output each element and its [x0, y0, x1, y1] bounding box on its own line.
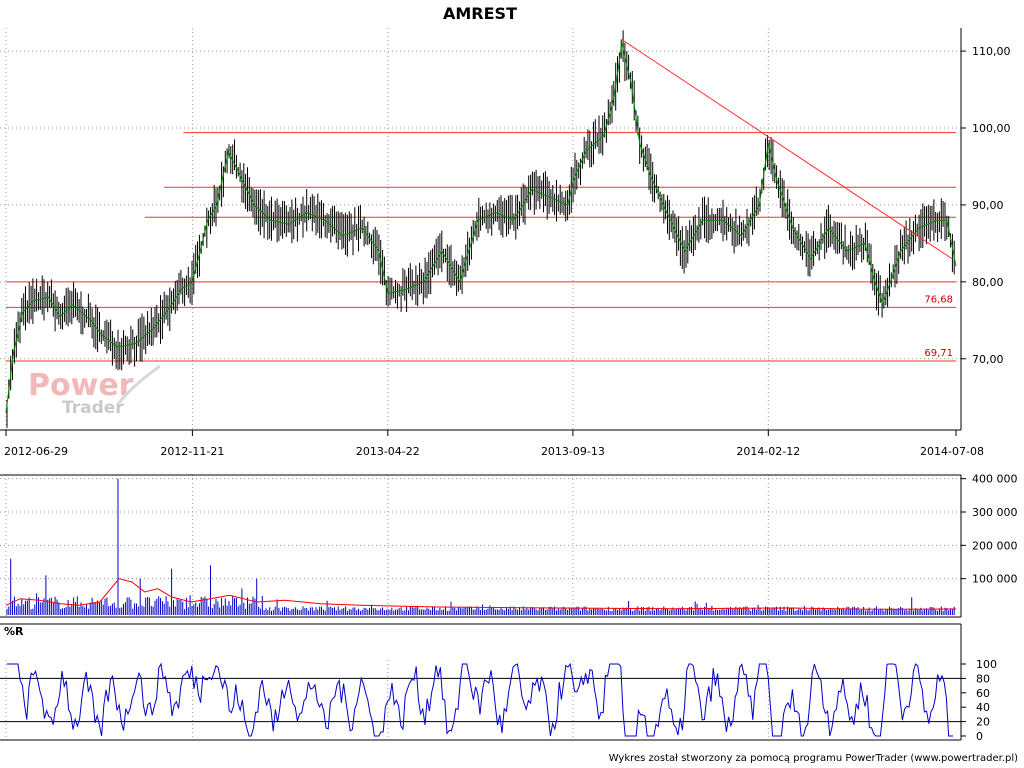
level-label: 76,68: [924, 294, 953, 305]
footer-credit: Wykres został stworzony za pomocą progra…: [609, 753, 1018, 764]
volume-average-line: [5, 578, 957, 610]
support-resistance-levels: 76,68 69,71: [6, 132, 956, 362]
chart-title: AMREST: [443, 4, 517, 23]
price-y-axis: 110,00 100,00 90,00 80,00 70,00: [961, 45, 1011, 366]
date-tick-label: 2013-09-13: [541, 445, 605, 458]
date-tick-label: 2012-06-29: [4, 445, 68, 458]
volume-y-axis: 400 000 300 000 200 000 100 000: [961, 473, 1018, 586]
price-tick-label: 80,00: [972, 276, 1004, 289]
watermark-trader: Trader: [62, 398, 124, 418]
price-tick-label: 70,00: [972, 353, 1004, 366]
wr-tick-label: 0: [976, 730, 983, 743]
wr-panel-title: %R: [4, 625, 24, 638]
date-tick-label: 2014-07-08: [920, 445, 984, 458]
price-candles: [6, 30, 955, 428]
wr-tick-label: 60: [976, 687, 990, 700]
wr-tick-label: 40: [976, 701, 990, 714]
price-tick-label: 110,00: [972, 45, 1011, 58]
volume-tick-label: 200 000: [972, 539, 1018, 552]
volume-tick-label: 300 000: [972, 506, 1018, 519]
price-tick-label: 100,00: [972, 122, 1011, 135]
wr-tick-label: 100: [976, 658, 997, 671]
williams-r-line: [7, 662, 953, 737]
price-series-line: [5, 43, 957, 413]
watermark-power: Power: [28, 368, 134, 403]
volume-gridlines: [0, 475, 961, 617]
watermark-swoosh-icon: [116, 364, 161, 405]
date-tick-label: 2012-11-21: [160, 445, 224, 458]
wr-gridlines: [0, 660, 961, 740]
date-tick-label: 2013-04-22: [356, 445, 420, 458]
wr-tick-label: 80: [976, 672, 990, 685]
level-label: 69,71: [924, 348, 953, 359]
date-tick-label: 2014-02-12: [736, 445, 800, 458]
panel-frames: [0, 28, 962, 741]
volume-tick-label: 100 000: [972, 573, 1018, 586]
wr-tick-label: 20: [976, 716, 990, 729]
price-tick-label: 90,00: [972, 199, 1004, 212]
downtrend-line: [621, 39, 953, 260]
date-x-axis: 2012-06-29 2012-11-21 2013-04-22 2013-09-13…: [4, 430, 984, 458]
volume-tick-label: 400 000: [972, 473, 1018, 486]
volume-bars: [6, 478, 955, 615]
